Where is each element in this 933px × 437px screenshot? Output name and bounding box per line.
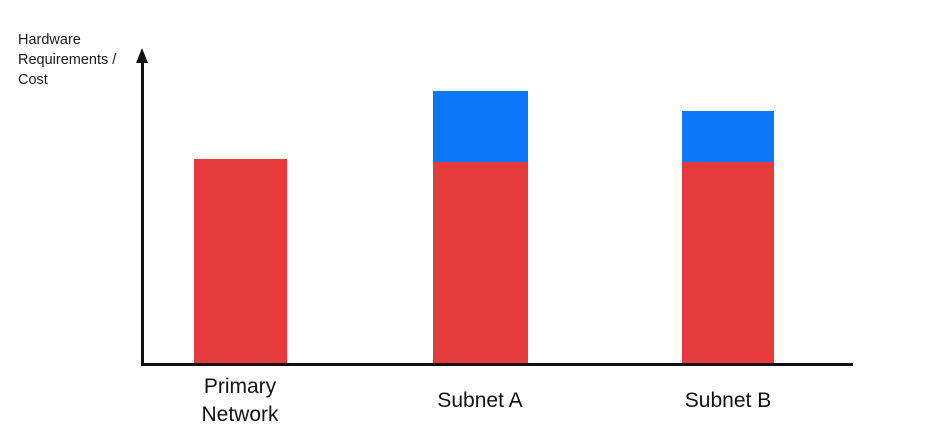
category-label-subnet-a: Subnet A xyxy=(437,389,523,412)
bar-primary-network xyxy=(193,159,287,363)
bar-subnet-a xyxy=(432,91,528,363)
bar-segment-additional-hardware-cost-subnet-a xyxy=(432,91,528,162)
bar-segment-additional-hardware-cost-subnet-b xyxy=(682,111,774,162)
bar-segment-base-hardware-cost-subnet-a xyxy=(432,162,528,363)
bar-segment-base-hardware-cost-primary-network xyxy=(193,159,287,363)
bar-segment-base-hardware-cost-subnet-b xyxy=(682,162,774,363)
y-axis-label-line1: Hardware xyxy=(18,32,81,48)
x-axis-line xyxy=(141,363,853,366)
y-axis-label-line3: Cost xyxy=(18,72,48,88)
category-label-primary-network: Primary Network xyxy=(201,375,279,426)
y-axis-arrowhead-icon xyxy=(136,48,148,63)
y-axis-label: Hardware Requirements / Cost xyxy=(18,30,116,90)
category-label-subnet-b: Subnet B xyxy=(684,389,772,412)
bar-subnet-b xyxy=(682,111,774,363)
y-axis-line xyxy=(141,60,144,366)
y-axis-label-line2: Requirements / xyxy=(18,52,117,68)
